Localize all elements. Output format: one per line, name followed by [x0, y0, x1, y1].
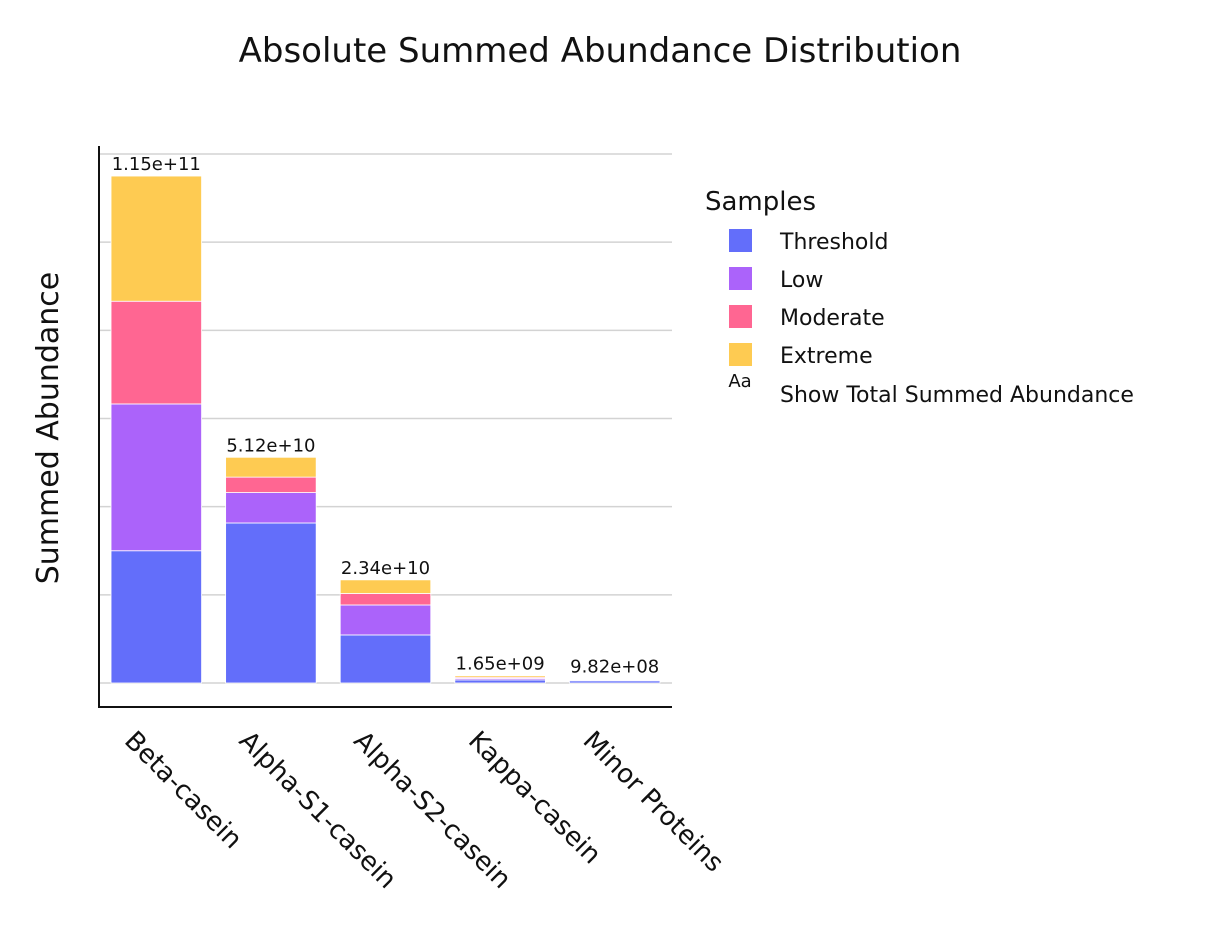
- legend-item-moderate[interactable]: Moderate: [780, 306, 885, 331]
- total-label-0: 1.15e+11: [112, 154, 201, 175]
- total-label-3: 1.65e+09: [456, 654, 545, 675]
- legend-swatch-moderate[interactable]: [729, 305, 752, 328]
- legend: Samples Threshold Low Moderate Extreme Aa S…: [705, 187, 1134, 408]
- legend-item-low[interactable]: Low: [780, 268, 823, 293]
- bar-moderate-2[interactable]: [339, 593, 432, 606]
- bar-extreme-3[interactable]: [454, 675, 546, 678]
- x-tick-label-0: Beta-casein: [118, 726, 247, 855]
- bar-low-2[interactable]: [339, 604, 432, 636]
- legend-items: Threshold Low Moderate Extreme: [729, 229, 888, 369]
- legend-aa-icon[interactable]: Aa: [728, 371, 751, 392]
- bar-moderate-1[interactable]: [225, 476, 317, 493]
- total-labels: 1.15e+11 5.12e+10 2.34e+10 1.65e+09 9.82e+08: [112, 154, 660, 678]
- bar-threshold-3[interactable]: [454, 679, 546, 684]
- chart-title: Absolute Summed Abundance Distribution: [239, 31, 962, 71]
- bar-extreme-1[interactable]: [225, 456, 317, 478]
- legend-swatch-threshold[interactable]: [729, 229, 752, 252]
- x-tick-labels: Beta-caseinAlpha-S1-caseinAlpha-S2-casei…: [118, 726, 729, 895]
- legend-title: Samples: [705, 187, 816, 217]
- total-label-1: 5.12e+10: [226, 435, 315, 456]
- bar-threshold-0[interactable]: [110, 550, 202, 684]
- total-label-4: 9.82e+08: [570, 657, 659, 678]
- bar-extreme-2[interactable]: [339, 579, 432, 594]
- bar-threshold-1[interactable]: [225, 522, 317, 684]
- bar-moderate-0[interactable]: [110, 300, 202, 405]
- legend-item-total[interactable]: Show Total Summed Abundance: [780, 383, 1134, 408]
- legend-swatch-low[interactable]: [729, 267, 752, 290]
- legend-swatch-extreme[interactable]: [729, 343, 752, 366]
- bar-extreme-0[interactable]: [110, 175, 202, 302]
- legend-item-extreme[interactable]: Extreme: [780, 344, 873, 369]
- legend-item-threshold[interactable]: Threshold: [779, 230, 888, 255]
- bar-low-1[interactable]: [225, 492, 317, 524]
- total-label-2: 2.34e+10: [341, 558, 430, 579]
- bar-extreme-4[interactable]: [569, 678, 661, 680]
- bar-threshold-2[interactable]: [339, 634, 432, 684]
- y-axis-label: Summed Abundance: [31, 272, 66, 585]
- bar-low-0[interactable]: [110, 403, 202, 552]
- bars: [110, 175, 661, 684]
